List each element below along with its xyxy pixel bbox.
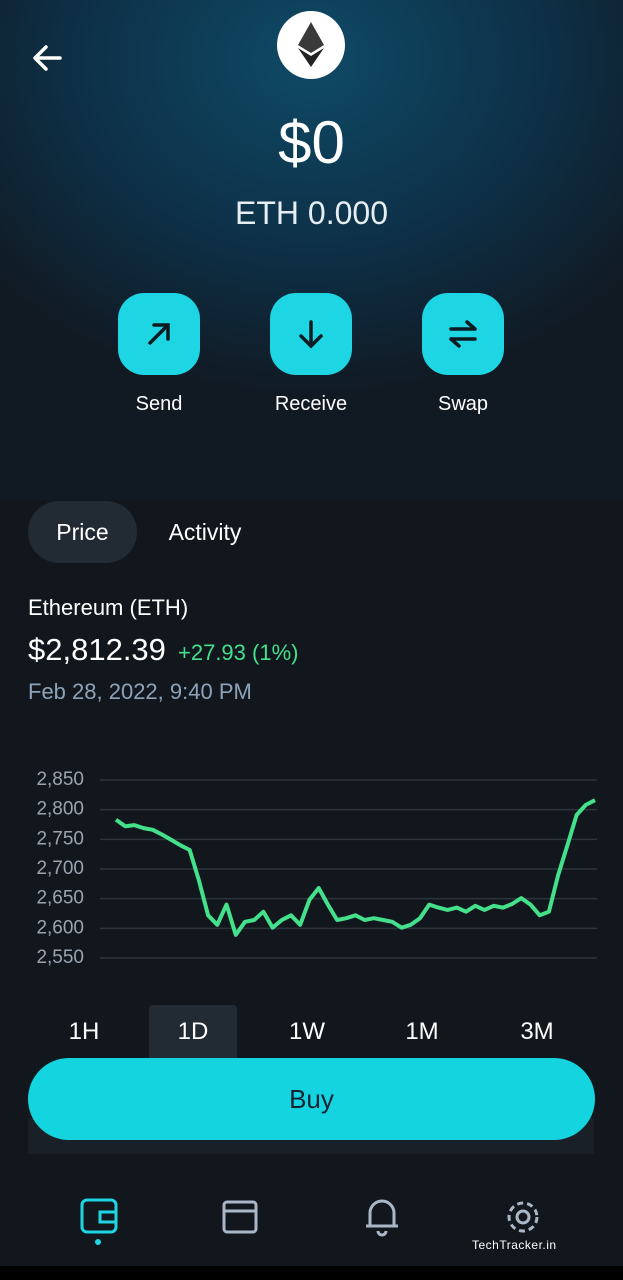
action-label: Receive [274,393,348,415]
swap-button[interactable] [422,293,504,375]
action-label: Swap [437,393,489,415]
tab-price[interactable]: Price [28,501,137,563]
y-tick-label: 2,550 [36,947,84,968]
buy-button[interactable]: Buy [28,1058,595,1140]
range-button[interactable]: 1H [68,1018,100,1045]
receive-button[interactable] [270,293,352,375]
price-chart: 2,550 2,600 2,650 2,700 2,750 2,800 2,850 [36,769,597,968]
system-bar [0,1266,623,1280]
nav-settings[interactable] [507,1201,539,1233]
range-button[interactable]: 3M [520,1018,554,1045]
nav-wallet[interactable] [80,1198,118,1245]
coin-price: $2,812.39 [28,632,166,667]
send-button[interactable] [118,293,200,375]
range-selected-bg [149,1005,237,1065]
y-tick-label: 2,800 [36,799,84,820]
coin-name: Ethereum (ETH) [28,595,189,620]
eth-logo [277,11,345,79]
y-tick-label: 2,750 [36,828,84,849]
price-line [114,798,596,937]
range-button[interactable]: 1W [289,1018,325,1045]
nav-alerts[interactable] [366,1199,398,1237]
y-tick-label: 2,700 [36,858,84,879]
price-change: +27.93 (1%) [178,640,299,665]
y-tick-label: 2,850 [36,769,84,790]
balance-eth: ETH 0.000 [235,195,388,231]
tab-activity[interactable]: Activity [168,519,242,545]
balance: $0 [278,109,345,176]
back-button[interactable] [30,40,66,76]
y-tick-label: 2,650 [36,888,84,909]
range-button[interactable]: 1M [405,1018,439,1045]
range-button[interactable]: 1D [177,1018,209,1045]
watermark: TechTracker.in [472,1238,557,1252]
price-date: Feb 28, 2022, 9:40 PM [28,679,252,704]
action-label: Send [135,393,183,415]
y-tick-label: 2,600 [36,917,84,938]
bottom-nav [80,1198,539,1245]
nav-browser[interactable] [222,1200,258,1234]
